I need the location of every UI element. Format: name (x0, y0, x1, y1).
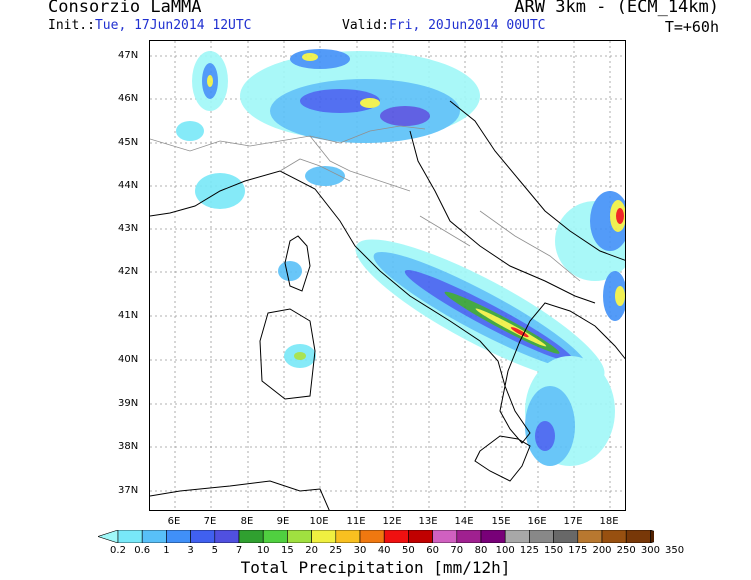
lon-label: 9E (276, 516, 290, 527)
lon-label: 6E (167, 516, 181, 527)
lon-label: 8E (240, 516, 254, 527)
colorbar-swatch (311, 530, 337, 543)
colorbar-tick-label: 40 (377, 545, 391, 556)
lat-label: 47N (118, 50, 139, 61)
coastlines (150, 100, 625, 510)
lat-label: 37N (118, 485, 139, 496)
map-canvas (150, 41, 625, 510)
colorbar-tick-label: 80 (474, 545, 488, 556)
lat-label: 38N (118, 441, 139, 452)
precipitation-map (149, 40, 626, 511)
valid-label: Valid: (342, 18, 389, 33)
lon-label: 15E (491, 516, 511, 527)
colorbar-swatch (262, 530, 288, 543)
colorbar-tick-label: 25 (329, 545, 343, 556)
colorbar-tick-label: 20 (305, 545, 318, 556)
lon-label: 10E (309, 516, 329, 527)
colorbar-tick-label: 7 (235, 545, 243, 556)
colorbar-swatch (529, 530, 554, 543)
lon-label: 18E (599, 516, 619, 527)
model-label: ARW 3km - (ECM_14km) (514, 0, 719, 17)
colorbar-tick-label: 60 (426, 545, 439, 556)
lat-label: 46N (118, 93, 139, 104)
colorbar-arrow-right (650, 530, 654, 543)
colorbar (98, 530, 654, 543)
lon-label: 7E (203, 516, 217, 527)
colorbar-tick-label: 250 (616, 545, 636, 556)
colorbar-tick-label: 150 (544, 545, 564, 556)
colorbar-swatch (141, 530, 167, 543)
init-value: Tue, 17Jun2014 12UTC (94, 18, 252, 33)
colorbar-swatch (577, 530, 603, 543)
colorbar-tick-label: 70 (450, 545, 464, 556)
colorbar-tick-label: 125 (519, 545, 539, 556)
colorbar-swatch (625, 530, 651, 543)
colorbar-swatch (166, 530, 191, 543)
chart-title: Consorzio LaMMA (48, 0, 202, 17)
colorbar-swatch (553, 530, 579, 543)
init-label: Init.: (48, 18, 95, 33)
colorbar-tick-label: 3 (187, 545, 194, 556)
colorbar-swatch (456, 530, 482, 543)
lat-label: 42N (118, 266, 139, 277)
colorbar-tick-label: 200 (592, 545, 612, 556)
lon-label: 17E (563, 516, 583, 527)
colorbar-title: Total Precipitation [mm/12h] (240, 558, 511, 577)
lat-label: 43N (118, 223, 139, 234)
colorbar-tick-label: 30 (353, 545, 367, 556)
lon-label: 13E (418, 516, 438, 527)
init-row: Init.:Tue, 17Jun2014 12UTC (48, 18, 252, 33)
colorbar-swatch (359, 530, 385, 543)
valid-row: Valid:Fri, 20Jun2014 00UTC (342, 18, 546, 33)
colorbar-swatch (335, 530, 361, 543)
colorbar-tick-label: 1 (163, 545, 170, 556)
lat-label: 40N (118, 354, 139, 365)
lat-label: 41N (118, 310, 139, 321)
colorbar-tick-label: 10 (256, 545, 270, 556)
colorbar-tick-label: 15 (281, 545, 294, 556)
colorbar-swatch (504, 530, 530, 543)
colorbar-swatch (408, 530, 433, 543)
colorbar-arrow-left (98, 530, 119, 543)
colorbar-tick-label: 100 (495, 545, 515, 556)
colorbar-tick-label: 50 (402, 545, 415, 556)
valid-value: Fri, 20Jun2014 00UTC (388, 18, 546, 33)
colorbar-swatch (117, 530, 143, 543)
colorbar-swatch (601, 530, 627, 543)
colorbar-swatch (287, 530, 312, 543)
colorbar-swatch (238, 530, 264, 543)
colorbar-tick-label: 0.6 (134, 545, 151, 556)
colorbar-tick-label: 175 (568, 545, 588, 556)
lat-label: 45N (118, 137, 139, 148)
forecast-step: T=+60h (664, 18, 719, 36)
colorbar-tick-label: 0.2 (110, 545, 126, 556)
colorbar-swatch (214, 530, 240, 543)
precip-field (176, 49, 625, 466)
lon-label: 12E (382, 516, 402, 527)
colorbar-tick-label: 350 (665, 545, 685, 556)
borders (150, 125, 581, 282)
colorbar-swatch (190, 530, 216, 543)
colorbar-swatch (480, 530, 506, 543)
lon-label: 16E (527, 516, 547, 527)
colorbar-tick-label: 300 (640, 545, 660, 556)
colorbar-swatch (432, 530, 458, 543)
lat-label: 39N (118, 398, 139, 409)
lon-label: 14E (454, 516, 474, 527)
lat-label: 44N (118, 180, 139, 191)
lon-label: 11E (346, 516, 366, 527)
colorbar-tick-label: 5 (211, 545, 218, 556)
colorbar-swatch (383, 530, 409, 543)
